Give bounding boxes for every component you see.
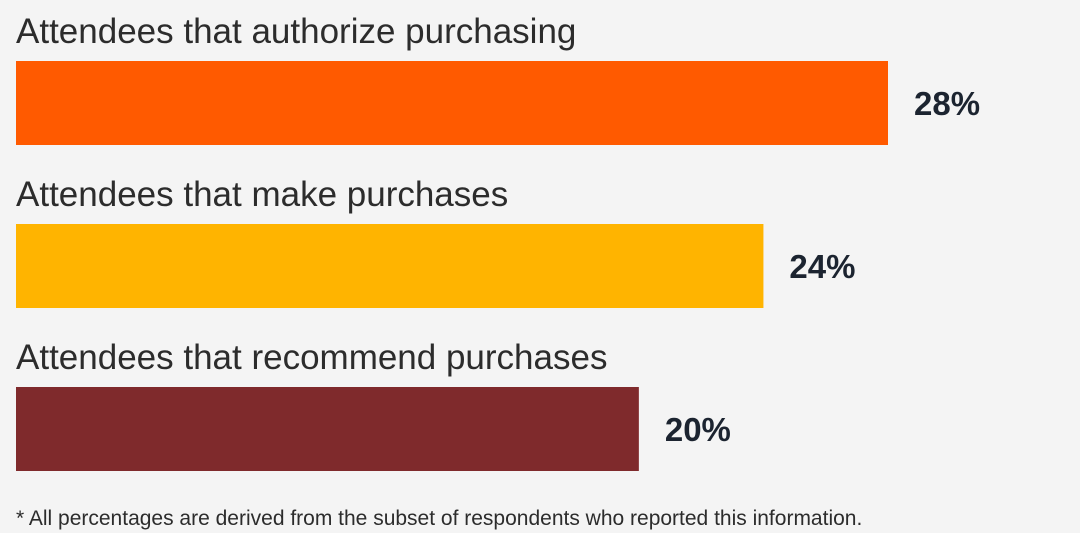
category-label: Attendees that recommend purchases <box>16 338 607 377</box>
bar <box>16 387 639 471</box>
value-label: 20% <box>665 411 731 448</box>
value-label: 28% <box>914 85 980 122</box>
category-label: Attendees that authorize purchasing <box>16 12 576 51</box>
bar <box>16 224 764 308</box>
bar <box>16 61 888 145</box>
value-label: 24% <box>789 248 855 285</box>
footnote: * All percentages are derived from the s… <box>16 507 862 530</box>
category-label: Attendees that make purchases <box>16 175 508 214</box>
bars-group: Attendees that authorize purchasing 28% At… <box>16 12 980 471</box>
